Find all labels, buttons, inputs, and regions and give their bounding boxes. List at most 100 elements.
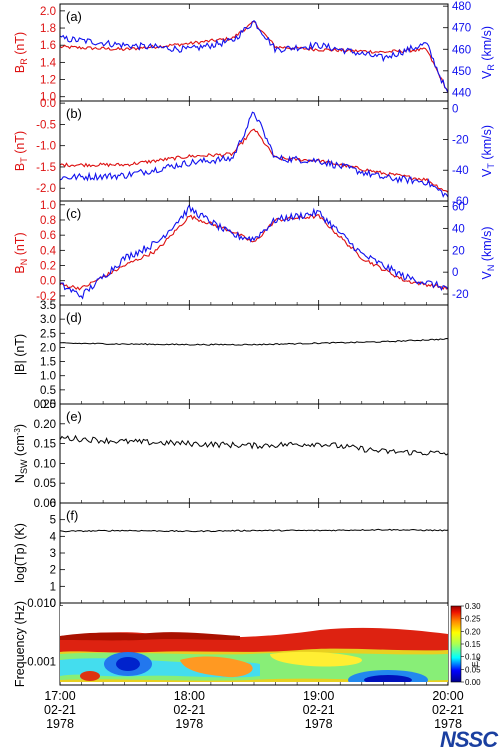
y-right-tick-label: 470 bbox=[452, 23, 471, 35]
y-tick-label: 1.2 bbox=[40, 75, 56, 87]
panel-frame bbox=[59, 403, 449, 504]
y-right-tick-label: 440 bbox=[452, 87, 471, 99]
panel-label: (b) bbox=[66, 106, 82, 121]
series-line-e-a bbox=[59, 434, 449, 456]
colorbar-tick-label: 0.30 bbox=[465, 602, 481, 611]
y-tick-label: 1.6 bbox=[40, 40, 56, 52]
spectrum-band-red bbox=[60, 627, 448, 653]
year-tick-label: 1978 bbox=[305, 717, 333, 731]
y-axis-label: NSW (cm-3) bbox=[13, 424, 29, 483]
series-line-c-a bbox=[59, 214, 449, 291]
y-axis-label: |B| (nT) bbox=[13, 334, 27, 375]
y-tick-label: 1.0 bbox=[40, 371, 56, 383]
y-tick-label: 0.0 bbox=[40, 399, 56, 411]
panel-d: 0.0 0.5 1.0 1.5 2.0 2.5 3.0 3.5 |B| (nT) (d) bbox=[13, 300, 449, 411]
panel-frame bbox=[59, 304, 449, 405]
y-right-tick-label: 20 bbox=[452, 245, 465, 257]
y-axis-label: BR (nT) bbox=[13, 32, 29, 73]
y-right-tick-label: 60 bbox=[452, 201, 465, 213]
y-tick-label: 0.8 bbox=[40, 215, 56, 227]
y-tick-label: 2.0 bbox=[40, 6, 56, 18]
panel-label: (c) bbox=[66, 206, 81, 221]
y-tick-label: -0.5 bbox=[36, 119, 56, 131]
y-right-tick-label: 480 bbox=[452, 1, 471, 13]
series-line-a-a bbox=[59, 21, 449, 94]
series-line-b-b bbox=[59, 111, 449, 198]
nssc-logo: NSSC bbox=[440, 727, 500, 750]
y-right-tick-label: -40 bbox=[452, 165, 469, 177]
colorbar-label: Ew bbox=[471, 657, 482, 667]
year-tick-label: 1978 bbox=[175, 717, 203, 731]
time-tick-label: 18:00 bbox=[174, 689, 205, 703]
colorbar: 0.00 0.05 0.10 0.15 0.20 0.25 0.30 Ew bbox=[450, 602, 482, 687]
y-tick-label: 0.5 bbox=[40, 385, 56, 397]
time-tick-label: 20:00 bbox=[432, 689, 463, 703]
y-tick-label: 3 bbox=[50, 548, 56, 560]
y-tick-label: 1.0 bbox=[40, 200, 56, 212]
y-right-tick-label: 450 bbox=[452, 66, 471, 78]
colorbar-tick-label: 0.00 bbox=[465, 678, 481, 687]
time-axis: 17:0002-21197818:0002-21197819:0002-2119… bbox=[44, 689, 464, 731]
y-tick-label: 1.8 bbox=[40, 23, 56, 35]
y-tick-label: 2 bbox=[50, 565, 56, 577]
spectrum-patch-deepblue-left bbox=[116, 657, 140, 671]
year-tick-label: 1978 bbox=[434, 717, 462, 731]
y-tick-label: 4 bbox=[50, 531, 57, 543]
y-tick-label: 0.010 bbox=[27, 598, 56, 610]
y-right-tick-label: -20 bbox=[452, 134, 469, 146]
y-axis-label: VN (km/s) bbox=[480, 226, 496, 279]
series-line-f-a bbox=[59, 528, 449, 533]
y-axis-label: Frequency (Hz) bbox=[13, 601, 27, 687]
colorbar-gradient bbox=[450, 605, 462, 683]
panel-frame bbox=[59, 100, 449, 202]
colorbar-tick-label: 0.15 bbox=[465, 640, 481, 649]
y-tick-label: 1.0 bbox=[40, 92, 56, 104]
y-tick-label: 0.10 bbox=[34, 458, 56, 470]
y-tick-label: 0.05 bbox=[34, 478, 56, 490]
series-line-c-b bbox=[59, 203, 449, 300]
y-tick-label: -1.5 bbox=[36, 162, 56, 174]
panel-label: (a) bbox=[66, 9, 82, 24]
y-tick-label: 0.20 bbox=[34, 419, 56, 431]
y-tick-label: 0.0 bbox=[40, 276, 56, 288]
panel-c: -0.2 0.0 0.2 0.4 0.6 0.8 1.0 BN (nT) -20 0 20 40 60 V… bbox=[13, 200, 496, 306]
panel-f: 0 1 2 3 4 5 6 log(Tp) (K) (f) bbox=[13, 498, 449, 610]
panel-b: -2.0 -1.5 -1.0 -0.5 0.0 BT (nT) -60 -40 -20 0 VT (… bbox=[13, 98, 496, 208]
date-tick-label: 02-21 bbox=[44, 703, 76, 717]
panel-frame bbox=[59, 3, 449, 102]
series-line-a-b bbox=[59, 19, 449, 94]
y-tick-label: -1.0 bbox=[36, 141, 56, 153]
spectrum-patch-yellow bbox=[270, 651, 362, 667]
y-tick-label: 3.0 bbox=[40, 314, 56, 326]
panel-label: (e) bbox=[66, 409, 82, 424]
panel-a: 1.0 1.2 1.4 1.6 1.8 2.0 BR (nT) 440 450 460 470 480… bbox=[13, 1, 496, 104]
colorbar-tick-label: 0.25 bbox=[465, 615, 481, 624]
spectrum-patch-deepblue-right bbox=[364, 675, 412, 682]
date-tick-label: 02-21 bbox=[432, 703, 464, 717]
panel-label: (d) bbox=[66, 310, 82, 325]
y-axis-label: VR (km/s) bbox=[480, 26, 496, 79]
y-right-tick-label: 0 bbox=[452, 267, 458, 279]
panel-frame bbox=[59, 200, 449, 306]
spectrum-heatmap bbox=[60, 606, 448, 682]
colorbar-tick-label: 0.20 bbox=[465, 627, 481, 636]
y-tick-label: 0.00 bbox=[34, 498, 56, 510]
y-tick-label: 0.2 bbox=[40, 261, 56, 273]
y-right-tick-label: 40 bbox=[452, 223, 465, 235]
series-line-b-a bbox=[59, 128, 449, 193]
y-tick-label: 3.5 bbox=[40, 300, 56, 312]
y-right-tick-label: -60 bbox=[452, 196, 469, 208]
y-tick-label: 5 bbox=[50, 515, 56, 527]
y-axis-label: log(Tp) (K) bbox=[13, 523, 27, 583]
y-right-tick-label: -20 bbox=[452, 289, 469, 301]
y-right-tick-label: 0 bbox=[452, 104, 458, 116]
y-tick-label: 1.5 bbox=[40, 357, 56, 369]
y-tick-label: 1.4 bbox=[40, 57, 57, 69]
y-axis-label: BN (nT) bbox=[13, 232, 29, 273]
colorbar-tick-label: 0.05 bbox=[465, 665, 481, 674]
